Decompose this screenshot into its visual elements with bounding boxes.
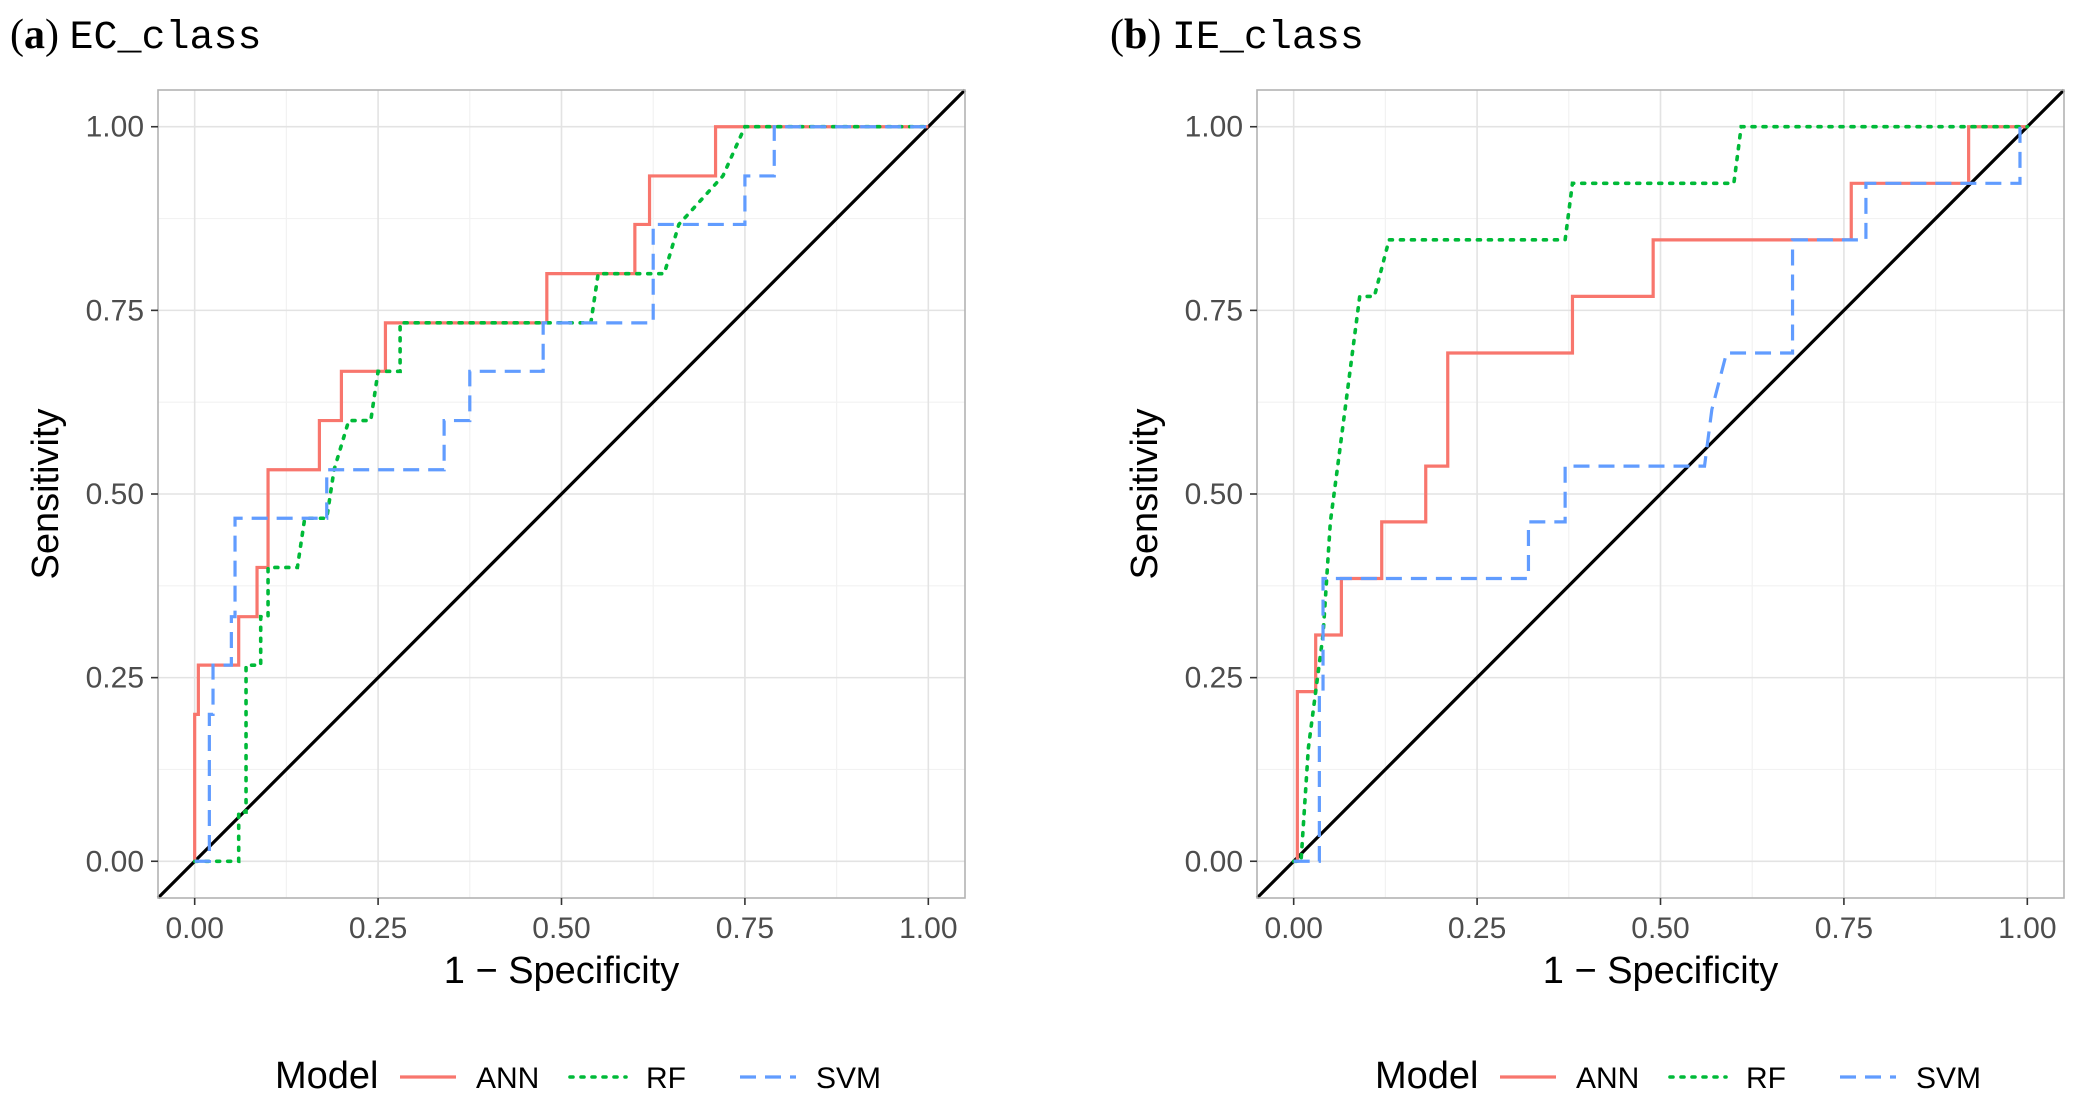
panel-a-y-ticks: 0.00 0.25 0.50 0.75 1.00	[86, 111, 158, 878]
legend-label-rf: RF	[1746, 1062, 1786, 1095]
x-tick-label: 0.50	[532, 912, 590, 945]
roc-panel-ec-class: (a) EC_class 0.00 0.25 0.50 0.75 1.00 0.000.…	[10, 12, 967, 992]
panel-a-diagonal-reference	[156, 88, 967, 900]
x-tick-label: 0.75	[716, 912, 774, 945]
diagonal-line	[1255, 88, 2066, 900]
legend-label-svm: SVM	[816, 1062, 881, 1095]
y-tick-label: 0.00	[86, 845, 144, 878]
legend-label-svm: SVM	[1916, 1062, 1981, 1095]
legend-title: Model	[1375, 1055, 1479, 1097]
x-tick-label: 0.25	[349, 912, 407, 945]
x-tick-label: 0.50	[1631, 912, 1689, 945]
x-tick-label: 1.00	[1998, 912, 2056, 945]
y-tick-label: 1.00	[1185, 111, 1243, 144]
x-tick-label: 1.00	[899, 912, 957, 945]
series-line-svm	[194, 125, 929, 863]
series-line-svm	[1293, 125, 2028, 863]
panel-b-title: (b) IE_class	[1110, 12, 1364, 61]
diagonal-line	[156, 88, 967, 900]
panel-a-series	[192, 124, 931, 864]
roc-panel-ie-class: (b) IE_class 0.00 0.25 0.50 0.75 1.00 0.000.…	[1110, 12, 2066, 992]
x-tick-label: 0.25	[1448, 912, 1506, 945]
panel-b-x-axis-title: 1 − Specificity	[1543, 950, 1779, 992]
legend-panel-a: Model ANN RF SVM	[275, 1055, 881, 1097]
panel-b-diagonal-reference	[1255, 88, 2066, 900]
y-tick-label: 0.75	[86, 294, 144, 327]
y-tick-label: 1.00	[86, 111, 144, 144]
panel-b-series	[1291, 124, 2030, 864]
legend-label-ann: ANN	[476, 1062, 539, 1095]
y-tick-label: 0.25	[1185, 662, 1243, 695]
panel-b-grid	[1257, 90, 2064, 898]
x-tick-label: 0.00	[165, 912, 223, 945]
series-line-ann	[1293, 125, 2028, 863]
y-tick-label: 0.50	[1185, 478, 1243, 511]
y-tick-label: 0.25	[86, 662, 144, 695]
series-line-rf	[1291, 124, 2030, 864]
panel-a-title: (a) EC_class	[10, 12, 262, 61]
legend-label-rf: RF	[646, 1062, 686, 1095]
panel-b-y-axis-title: Sensitivity	[1124, 408, 1166, 579]
panel-b-y-ticks: 0.00 0.25 0.50 0.75 1.00	[1185, 111, 1257, 878]
legend-label-ann: ANN	[1576, 1062, 1639, 1095]
panel-a-x-ticks: 0.00 0.25 0.50 0.75 1.00	[165, 898, 958, 945]
x-tick-label: 0.75	[1815, 912, 1873, 945]
legend-title: Model	[275, 1055, 379, 1097]
y-tick-label: 0.75	[1185, 294, 1243, 327]
x-tick-label: 0.00	[1264, 912, 1322, 945]
panel-a-y-axis-title: Sensitivity	[25, 408, 67, 579]
y-tick-label: 0.00	[1185, 845, 1243, 878]
panel-b-x-ticks: 0.00 0.25 0.50 0.75 1.00	[1264, 898, 2057, 945]
series-line-ann	[193, 125, 929, 862]
y-tick-label: 0.50	[86, 478, 144, 511]
legend-panel-b: Model ANN RF SVM	[1375, 1055, 1981, 1097]
panel-a-x-axis-title: 1 − Specificity	[444, 950, 680, 992]
